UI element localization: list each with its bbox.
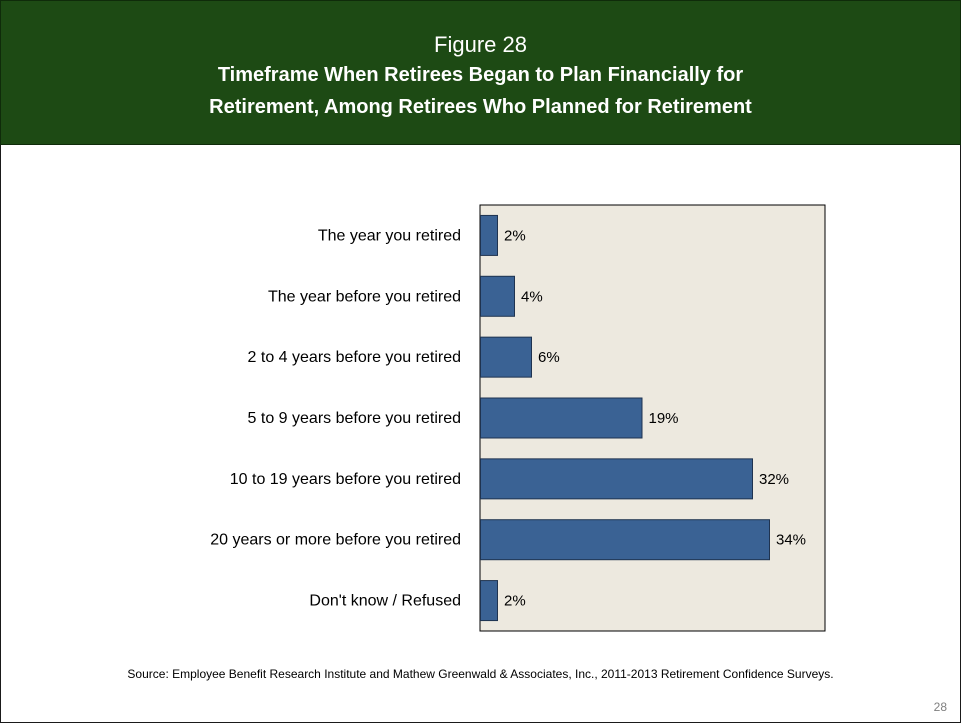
category-label: 2 to 4 years before you retired	[248, 349, 461, 366]
category-label: The year before you retired	[268, 288, 461, 305]
chart-title-line-2: Retirement, Among Retirees Who Planned f…	[209, 96, 752, 118]
bar	[480, 580, 498, 622]
category-label: 10 to 19 years before you retired	[230, 471, 461, 488]
page-number: 28	[933, 700, 947, 714]
bar	[480, 275, 515, 317]
source-note: Source: Employee Benefit Research Instit…	[127, 667, 834, 681]
bars-group: The year you retired 2% The year before yo…	[210, 214, 806, 622]
bar	[480, 336, 532, 378]
figure-label: Figure 28	[434, 32, 527, 57]
category-label: The year you retired	[318, 227, 461, 244]
value-label: 6%	[538, 349, 560, 366]
bar	[480, 214, 498, 256]
bar	[480, 397, 643, 439]
value-label: 32%	[759, 471, 789, 488]
category-label: Don't know / Refused	[309, 593, 461, 610]
value-label: 2%	[504, 593, 526, 610]
value-label: 2%	[504, 227, 526, 244]
value-label: 34%	[776, 532, 806, 549]
title-banner: Figure 28 Timeframe When Retirees Began …	[0, 0, 961, 145]
category-label: 20 years or more before you retired	[210, 532, 461, 549]
category-label: 5 to 9 years before you retired	[248, 410, 461, 427]
bar	[480, 519, 770, 561]
bar	[480, 458, 753, 500]
value-label: 4%	[521, 288, 543, 305]
value-label: 19%	[649, 410, 679, 427]
chart-title-line-1: Timeframe When Retirees Began to Plan Fi…	[217, 64, 744, 86]
